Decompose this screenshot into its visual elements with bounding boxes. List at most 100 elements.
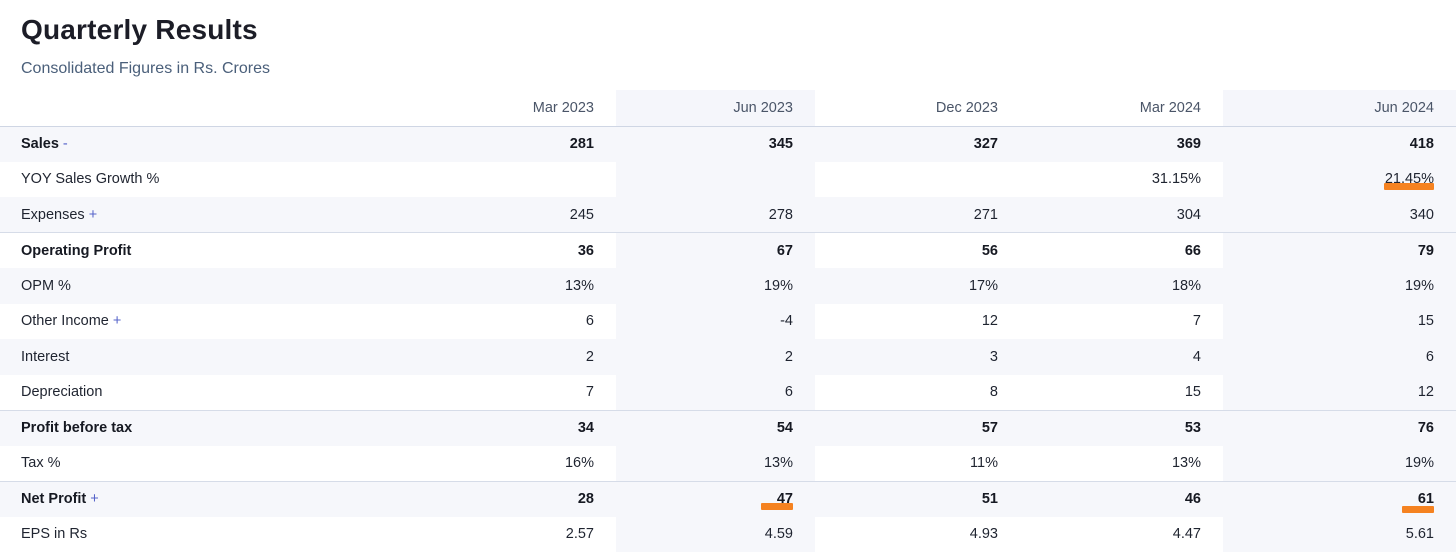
cell-value: 2.57 xyxy=(565,526,594,543)
cell-mar-2023: 16% xyxy=(413,445,616,481)
depreciation-row: Depreciation 7 6 8 15 12 xyxy=(0,374,1456,410)
cell-mar-2024: 13% xyxy=(1020,445,1223,481)
operating-profit-row: Operating Profit 36 67 56 66 79 xyxy=(0,232,1456,268)
cell-mar-2024: 18% xyxy=(1020,268,1223,304)
row-label[interactable]: Expenses + xyxy=(0,197,413,233)
cell-jun-2023: 47 xyxy=(616,480,815,517)
expand-toggle[interactable]: + xyxy=(88,206,98,223)
row-label: Interest xyxy=(0,339,413,375)
cell-dec-2023: 56 xyxy=(815,232,1020,268)
cell-dec-2023: 57 xyxy=(815,409,1020,446)
cell-jun-2023 xyxy=(616,161,815,197)
interest-row: Interest 2 2 3 4 6 xyxy=(0,339,1456,375)
cell-mar-2024: 15 xyxy=(1020,374,1223,410)
cell-jun-2024: 21.45% xyxy=(1223,161,1456,197)
row-label-text: Operating Profit xyxy=(21,242,132,259)
cell-value: 56 xyxy=(981,242,998,259)
row-label-text: Depreciation xyxy=(21,384,103,400)
cell-value: 51 xyxy=(981,491,998,507)
cell-value: 61 xyxy=(1417,491,1434,507)
cell-dec-2023: 4.93 xyxy=(815,516,1020,552)
column-header-jun-2023: Jun 2023 xyxy=(616,90,815,127)
cell-mar-2024: 4 xyxy=(1020,339,1223,375)
row-label: Tax % xyxy=(0,445,413,481)
row-label-header xyxy=(0,90,413,127)
cell-value: 18% xyxy=(1171,277,1201,294)
cell-value: 79 xyxy=(1417,242,1434,259)
cell-jun-2023: 6 xyxy=(616,374,815,410)
collapse-toggle[interactable]: - xyxy=(62,136,68,152)
cell-value: 13% xyxy=(564,277,594,294)
cell-value: 8 xyxy=(989,384,998,400)
cell-value: 4 xyxy=(1192,348,1201,365)
cell-value: 4.93 xyxy=(969,526,998,543)
cell-mar-2024: 66 xyxy=(1020,232,1223,268)
cell-value: 36 xyxy=(577,242,594,259)
sales-row: Sales - 281 345 327 369 418 xyxy=(0,126,1456,162)
cell-jun-2024: 5.61 xyxy=(1223,516,1456,552)
row-label-text: Interest xyxy=(21,348,70,365)
cell-value: 12 xyxy=(1417,384,1434,400)
eps-row: EPS in Rs 2.57 4.59 4.93 4.47 5.61 xyxy=(0,516,1456,552)
cell-value: 13% xyxy=(763,455,793,471)
cell-value: 2 xyxy=(784,348,793,365)
cell-dec-2023: 17% xyxy=(815,268,1020,304)
column-header-mar-2024: Mar 2024 xyxy=(1020,90,1223,127)
row-label-text: Tax % xyxy=(21,455,61,471)
row-label: Depreciation xyxy=(0,374,413,410)
cell-value: 67 xyxy=(776,242,793,259)
cell-dec-2023 xyxy=(815,161,1020,197)
row-label-text: OPM % xyxy=(21,277,71,294)
expand-toggle[interactable]: + xyxy=(112,313,122,330)
cell-value: 54 xyxy=(776,420,793,436)
row-label: YOY Sales Growth % xyxy=(0,161,413,197)
cell-value: 19% xyxy=(763,277,793,294)
expand-toggle[interactable]: + xyxy=(90,491,99,507)
cell-mar-2024: 369 xyxy=(1020,126,1223,162)
cell-jun-2023: 67 xyxy=(616,232,815,268)
cell-jun-2023: 13% xyxy=(616,445,815,481)
cell-mar-2023: 34 xyxy=(413,409,616,446)
cell-jun-2024: 6 xyxy=(1223,339,1456,375)
column-header-jun-2024: Jun 2024 xyxy=(1223,90,1456,127)
cell-value: 418 xyxy=(1409,136,1434,152)
cell-value: 2 xyxy=(585,348,594,365)
other-income-row: Other Income +6 -4 12 7 15 xyxy=(0,303,1456,339)
cell-mar-2024: 4.47 xyxy=(1020,516,1223,552)
cell-dec-2023: 51 xyxy=(815,480,1020,517)
row-label-text: Other Income xyxy=(21,313,109,330)
cell-mar-2023: 281 xyxy=(413,126,616,162)
cell-value: 6 xyxy=(784,384,793,400)
cell-value: 28 xyxy=(577,491,594,507)
table-header-row: Mar 2023 Jun 2023 Dec 2023 Mar 2024 Jun … xyxy=(0,90,1456,127)
column-header-mar-2023: Mar 2023 xyxy=(413,90,616,127)
column-header-dec-2023: Dec 2023 xyxy=(815,90,1020,127)
cell-jun-2023: -4 xyxy=(616,303,815,339)
quarterly-results-table: Mar 2023 Jun 2023 Dec 2023 Mar 2024 Jun … xyxy=(0,90,1456,552)
opm-row: OPM % 13% 19% 17% 18% 19% xyxy=(0,268,1456,304)
cell-value: 4.47 xyxy=(1172,526,1201,543)
cell-mar-2024: 31.15% xyxy=(1020,161,1223,197)
tax-percent-row: Tax % 16% 13% 11% 13% 19% xyxy=(0,445,1456,481)
cell-value: 7 xyxy=(585,384,594,400)
cell-mar-2023 xyxy=(413,161,616,197)
cell-value: 34 xyxy=(577,420,594,436)
cell-jun-2023: 54 xyxy=(616,409,815,446)
row-label[interactable]: Net Profit + xyxy=(0,480,413,517)
row-label-text: Net Profit xyxy=(21,491,87,507)
cell-value: 5.61 xyxy=(1405,526,1434,543)
row-label[interactable]: Sales - xyxy=(0,126,413,162)
cell-value: 281 xyxy=(569,136,594,152)
cell-jun-2024: 76 xyxy=(1223,409,1456,446)
cell-value: 57 xyxy=(981,420,998,436)
row-label-text: EPS in Rs xyxy=(21,526,88,543)
row-label-text: Profit before tax xyxy=(21,420,133,436)
cell-value: 13% xyxy=(1171,455,1201,471)
cell-mar-2023: 2.57 xyxy=(413,516,616,552)
row-label: Profit before tax xyxy=(0,409,413,446)
cell-mar-2023: 2 xyxy=(413,339,616,375)
cell-jun-2023: 2 xyxy=(616,339,815,375)
row-label[interactable]: Other Income + xyxy=(0,303,413,339)
row-label: Operating Profit xyxy=(0,232,413,268)
cell-jun-2023: 345 xyxy=(616,126,815,162)
